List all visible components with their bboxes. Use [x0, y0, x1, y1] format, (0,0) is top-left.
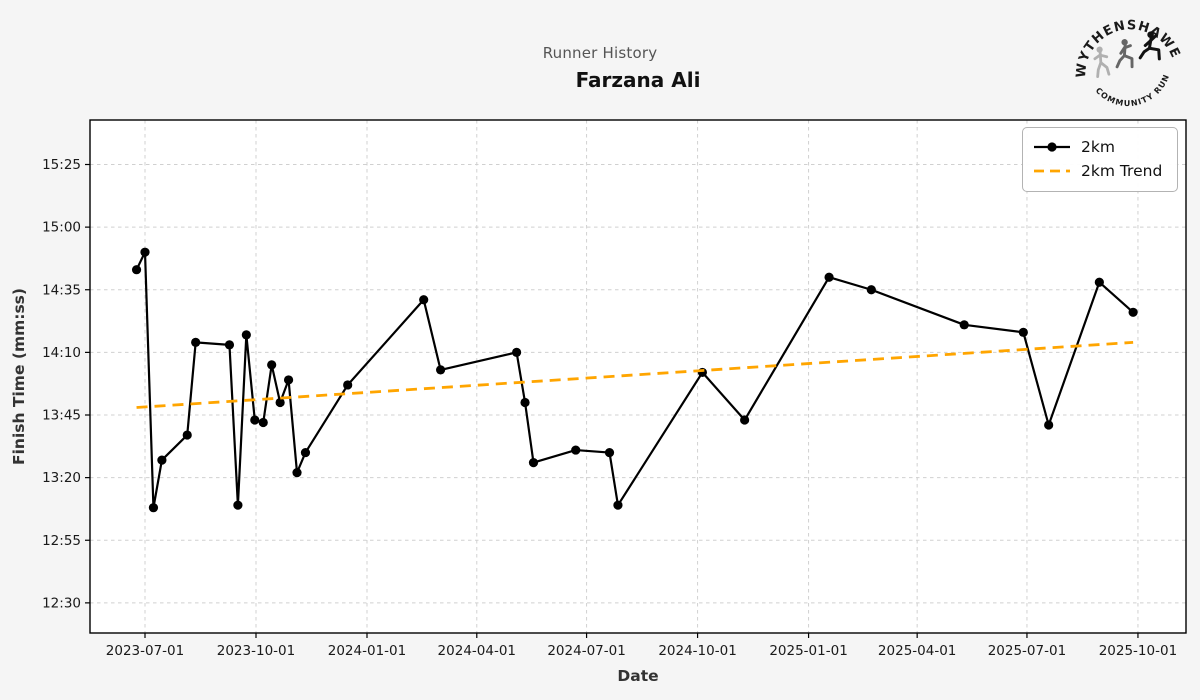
- data-point: [157, 455, 167, 465]
- y-tick-label: 14:35: [42, 282, 81, 298]
- data-point: [1044, 420, 1054, 430]
- data-point: [613, 500, 623, 510]
- y-tick-label: 13:20: [42, 470, 81, 486]
- x-tick-label: 2025-04-01: [878, 643, 956, 659]
- y-tick-label: 12:30: [42, 595, 81, 611]
- legend-trend-sample: [1034, 169, 1070, 173]
- data-point: [258, 417, 268, 428]
- data-point: [191, 337, 201, 347]
- x-tick-label: 2025-10-01: [1099, 643, 1177, 659]
- data-point: [131, 265, 142, 275]
- legend-item-2km: 2km: [1033, 135, 1167, 159]
- data-point: [740, 415, 750, 425]
- data-point: [528, 457, 539, 468]
- data-point: [604, 447, 615, 458]
- data-point: [292, 468, 302, 478]
- data-point: [1018, 327, 1028, 337]
- y-tick-label: 12:55: [42, 533, 81, 549]
- data-point: [148, 503, 159, 513]
- data-point: [182, 430, 192, 440]
- wythenshawe-community-run-logo: WYTHENSHAWE COMMUNITY RUN: [1072, 8, 1184, 115]
- data-point: [250, 415, 260, 425]
- data-point: [419, 295, 429, 305]
- x-axis-label: Date: [617, 667, 658, 685]
- x-tick-label: 2025-01-01: [769, 643, 847, 659]
- data-point: [275, 397, 285, 408]
- legend-item-2km-trend: 2km Trend: [1033, 159, 1167, 183]
- runner-silhouette-jogging: [1115, 39, 1134, 69]
- data-point: [1128, 307, 1138, 317]
- data-point: [241, 330, 251, 340]
- data-point: [959, 320, 969, 330]
- x-tick-label: 2024-10-01: [658, 643, 736, 659]
- plot-area: [90, 120, 1186, 633]
- data-point: [267, 360, 277, 370]
- runner-silhouette-sprinting: [1138, 31, 1161, 61]
- legend-series-sample: [1034, 142, 1070, 152]
- series-line-2km: [135, 251, 1134, 509]
- logo-top-text: WYTHENSHAWE: [1072, 8, 1184, 81]
- chart-subtitle: Runner History: [542, 44, 658, 62]
- x-tick-label: 2025-07-01: [988, 643, 1066, 659]
- data-point: [300, 447, 311, 458]
- x-tick-label: 2024-01-01: [328, 643, 406, 659]
- trend-line-2km: [136, 340, 1134, 409]
- y-tick-label: 14:10: [42, 345, 81, 361]
- data-point: [1094, 277, 1104, 287]
- y-tick-label: 13:45: [42, 408, 81, 424]
- plot-border: [89, 119, 1187, 634]
- data-point: [435, 365, 446, 375]
- data-point: [824, 272, 834, 282]
- y-axis-label: Finish Time (mm:ss): [10, 288, 28, 465]
- x-tick-label: 2023-10-01: [217, 643, 295, 659]
- page-title: Farzana Ali: [575, 68, 701, 92]
- data-point: [571, 445, 581, 455]
- data-point: [520, 397, 530, 408]
- data-point: [512, 347, 522, 357]
- x-tick-label: 2024-07-01: [547, 643, 625, 659]
- y-tick-label: 15:00: [42, 220, 81, 236]
- y-tick-label: 15:25: [42, 157, 81, 173]
- data-point: [283, 375, 294, 385]
- logo-bottom-text: COMMUNITY RUN: [1093, 71, 1177, 115]
- data-point: [866, 285, 876, 295]
- data-point: [233, 500, 243, 510]
- x-tick-label: 2024-04-01: [438, 643, 516, 659]
- x-tick-label: 2023-07-01: [106, 643, 184, 659]
- runner-silhouette-walking: [1093, 46, 1111, 79]
- data-point: [224, 340, 235, 350]
- data-point: [343, 380, 353, 390]
- legend-series-label: 2km: [1081, 138, 1115, 156]
- data-point: [140, 247, 150, 257]
- legend: 2km 2km Trend: [1022, 127, 1178, 192]
- legend-trend-label: 2km Trend: [1081, 162, 1163, 180]
